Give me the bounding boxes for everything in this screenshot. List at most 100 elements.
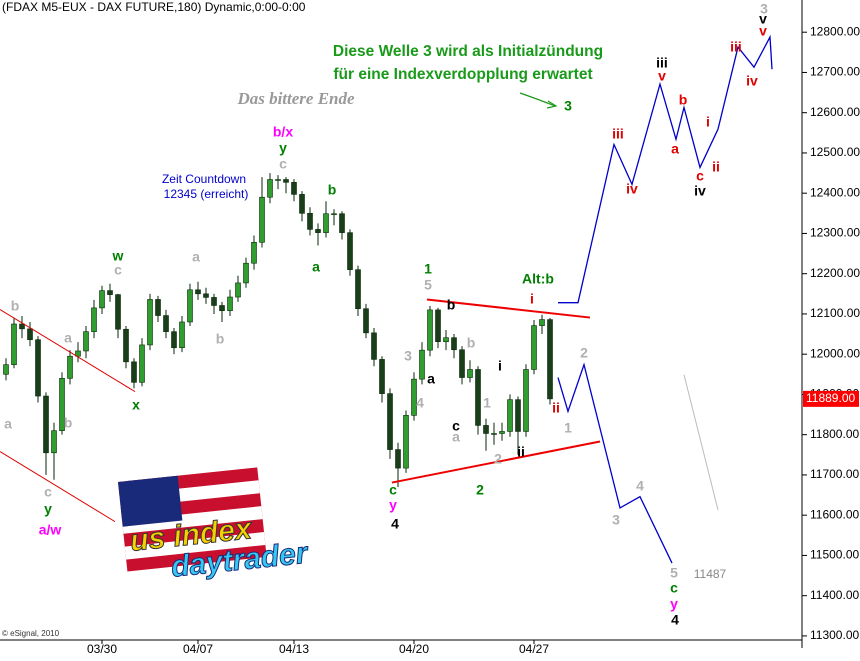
y-tick-label: 12400.00 — [810, 185, 860, 199]
subtitle: Das bittere Ende — [236, 89, 355, 108]
candle-body — [139, 344, 145, 383]
wave-label: a — [312, 259, 320, 275]
countdown: 12345 (erreicht) — [164, 187, 249, 201]
wave-label: 3 — [404, 348, 412, 364]
candle-body — [99, 290, 105, 309]
wave-label: x — [132, 397, 140, 413]
candle-body — [211, 297, 217, 306]
candle-body — [451, 337, 457, 351]
candle-body — [155, 299, 161, 316]
candle-body — [419, 349, 425, 380]
candle-body — [3, 364, 9, 375]
wave-label: c — [452, 418, 460, 434]
candle-body — [371, 332, 377, 360]
candle-body — [35, 339, 41, 397]
candle-body — [299, 194, 305, 214]
candle-body — [459, 349, 465, 378]
candle-body — [411, 378, 417, 416]
wave-label: 3 — [564, 98, 572, 114]
overlay-line — [391, 440, 601, 484]
y-tick-label: 12800.00 — [810, 24, 860, 38]
wave-label: a — [192, 249, 200, 265]
overlay-line — [426, 298, 591, 319]
x-tick-label: 04/20 — [399, 642, 429, 656]
candle-body — [547, 319, 553, 400]
candle-body — [67, 355, 73, 379]
wave-label: w — [112, 248, 124, 264]
wave-label: b — [467, 335, 476, 351]
overlay-line — [558, 34, 773, 304]
wave-label: b — [328, 182, 337, 198]
chart-title: (FDAX M5-EUX - DAX FUTURE,180) Dynamic,0… — [2, 0, 306, 14]
wave-label: 5 — [424, 277, 432, 293]
wave-label: 4 — [636, 478, 644, 494]
candle-body — [227, 296, 233, 312]
wave-label: b — [11, 298, 20, 314]
copyright: © eSignal, 2010 — [2, 629, 60, 638]
last-price-box — [803, 390, 859, 407]
x-tick-label: 03/30 — [87, 642, 117, 656]
y-tick-label: 11800.00 — [810, 427, 859, 441]
wave-label: y — [670, 596, 678, 612]
overlay-line — [683, 374, 719, 511]
wave-label: b/x — [273, 124, 293, 140]
wave-label: 1 — [424, 261, 432, 277]
wave-label: iv — [746, 73, 758, 89]
candle-body — [267, 179, 273, 198]
candle-body — [323, 213, 329, 233]
heading-line: Diese Welle 3 wird als Initialzündung — [333, 43, 603, 60]
arrow-head — [546, 100, 558, 109]
wave-label: 4 — [416, 395, 424, 411]
y-tick-label: 11400.00 — [810, 588, 859, 602]
candle-body — [91, 307, 97, 332]
wave-label: 1 — [483, 395, 491, 411]
candle-body — [491, 433, 497, 435]
wave-label: a — [4, 416, 12, 432]
candle-body — [363, 308, 369, 334]
y-tick-label: 12200.00 — [810, 266, 860, 280]
candle-body — [507, 399, 513, 432]
candle-body — [347, 232, 353, 270]
logo-text: daytrader — [169, 536, 311, 583]
y-tick-label: 11300.00 — [810, 628, 859, 642]
candle-body — [51, 430, 57, 454]
candle-body — [243, 262, 249, 284]
wave-label: iv — [626, 181, 638, 197]
wave-label: c — [44, 484, 52, 500]
candle-body — [467, 369, 473, 378]
wave-label: c — [670, 580, 678, 596]
candle-body — [443, 337, 449, 343]
wave-label: 2 — [476, 482, 484, 498]
candle-body — [435, 309, 441, 343]
candle-body — [539, 319, 545, 326]
y-tick-label: 12500.00 — [810, 145, 860, 159]
arrow — [519, 92, 556, 107]
wave-label: iii — [612, 126, 624, 142]
candle-body — [195, 289, 201, 295]
candle-body — [355, 269, 361, 310]
candle-body — [75, 350, 81, 357]
candle-body — [107, 290, 113, 295]
wave-label: 4 — [671, 612, 679, 628]
candle-body — [283, 179, 289, 183]
wave-label: a/w — [39, 522, 62, 538]
wave-label: b — [64, 415, 73, 431]
candle-body — [83, 331, 89, 352]
wave-label: iii — [656, 55, 668, 71]
candle-body — [123, 328, 129, 363]
y-tick-label: 11600.00 — [810, 507, 859, 521]
candle-body — [275, 179, 281, 181]
overlay-line — [557, 362, 673, 564]
wave-label: v — [759, 11, 767, 27]
wave-label: b — [216, 331, 225, 347]
target-label: 11487 — [694, 567, 727, 581]
x-tick-label: 04/13 — [279, 642, 309, 656]
candle-body — [147, 299, 153, 346]
candle-body — [11, 323, 17, 365]
candle-body — [483, 425, 489, 434]
candle-body — [187, 289, 193, 323]
wave-label: v — [759, 23, 767, 39]
candle-body — [515, 399, 521, 432]
wave-label: y — [44, 501, 52, 517]
last-price-label: 11889.00 — [806, 391, 855, 405]
